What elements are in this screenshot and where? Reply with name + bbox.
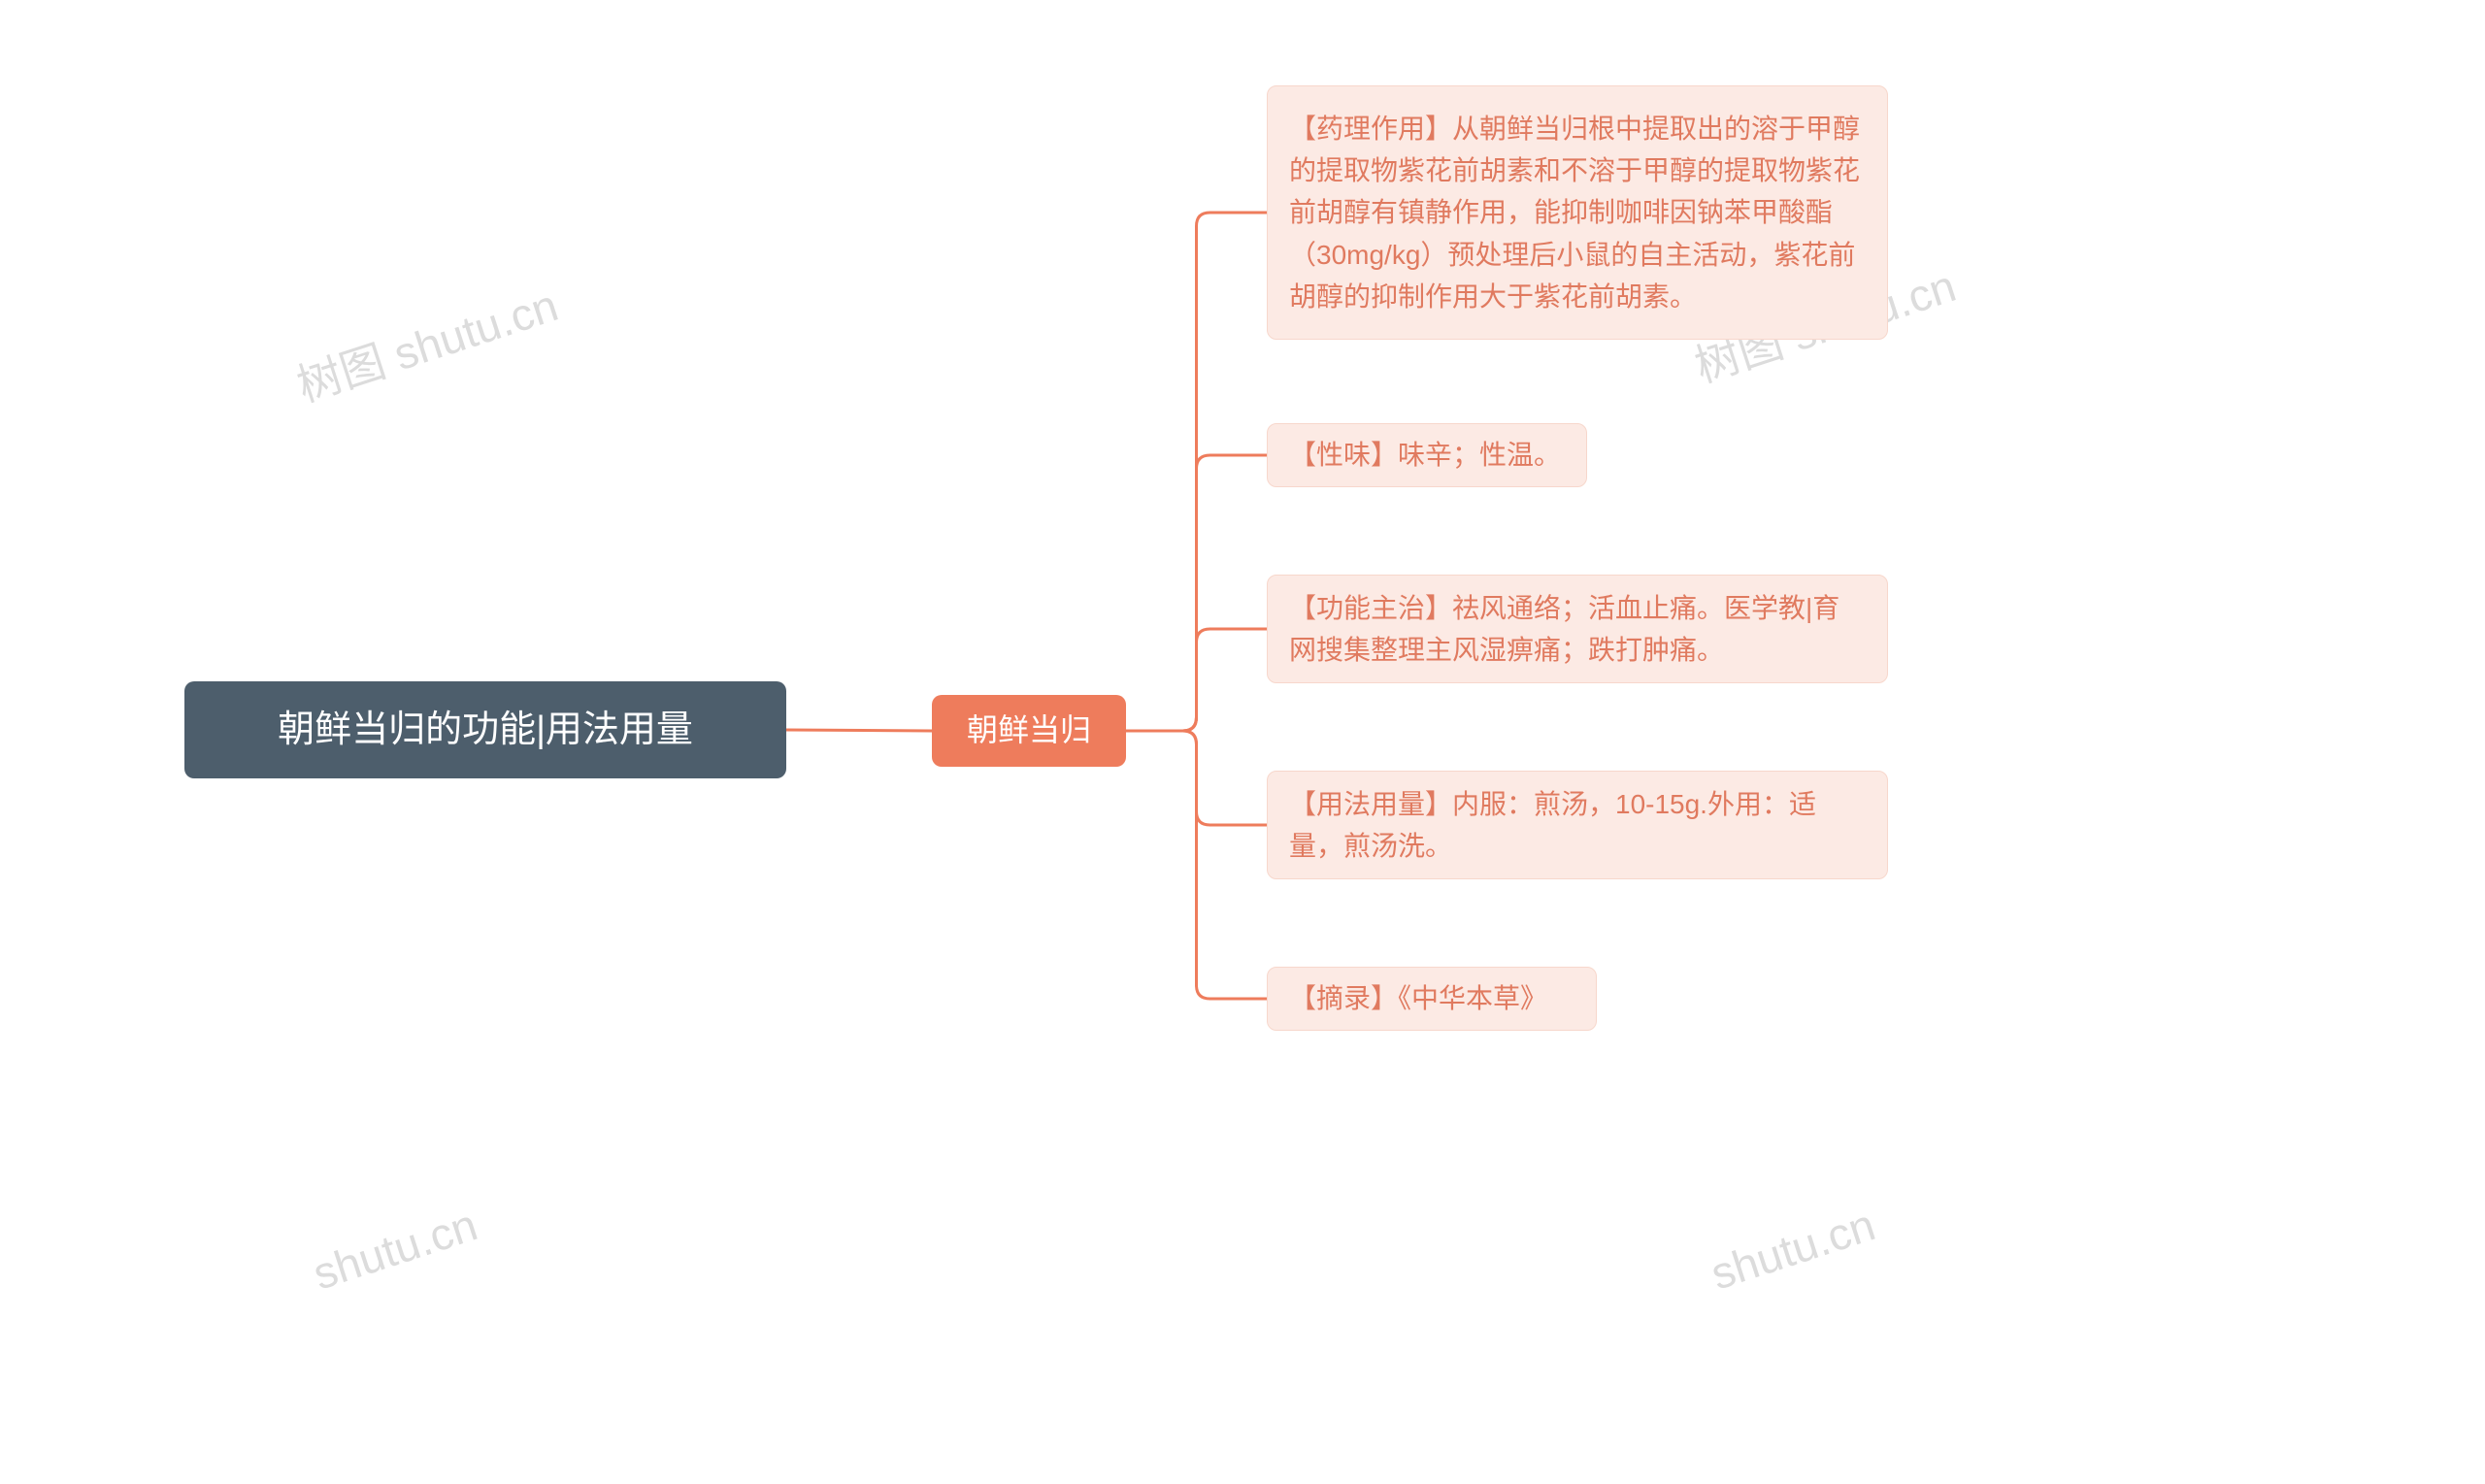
leaf-label: 【性味】味辛；性温。 (1289, 434, 1565, 476)
mid-node[interactable]: 朝鲜当归 (932, 695, 1126, 767)
root-label: 朝鲜当归的功能|用法用量 (278, 702, 693, 759)
leaf-nature[interactable]: 【性味】味辛；性温。 (1267, 423, 1587, 487)
leaf-dosage[interactable]: 【用法用量】内服：煎汤，10-15g.外用：适量，煎汤洗。 (1267, 771, 1888, 879)
leaf-source[interactable]: 【摘录】《中华本草》 (1267, 967, 1597, 1031)
watermark: shutu.cn (307, 1198, 483, 1300)
leaf-function[interactable]: 【功能主治】祛风通络；活血止痛。医学教|育网搜集整理主风湿痹痛；跌打肿痛。 (1267, 575, 1888, 683)
leaf-label: 【功能主治】祛风通络；活血止痛。医学教|育网搜集整理主风湿痹痛；跌打肿痛。 (1289, 587, 1866, 672)
watermark: 树图 shutu.cn (288, 271, 565, 415)
leaf-label: 【用法用量】内服：煎汤，10-15g.外用：适量，煎汤洗。 (1289, 783, 1866, 868)
watermark: shutu.cn (1705, 1198, 1881, 1300)
leaf-pharmacology[interactable]: 【药理作用】从朝鲜当归根中提取出的溶于甲醇的提取物紫花前胡素和不溶于甲醇的提取物… (1267, 85, 1888, 340)
leaf-label: 【摘录】《中华本草》 (1289, 977, 1574, 1019)
leaf-label: 【药理作用】从朝鲜当归根中提取出的溶于甲醇的提取物紫花前胡素和不溶于甲醇的提取物… (1289, 108, 1866, 318)
root-node[interactable]: 朝鲜当归的功能|用法用量 (184, 681, 786, 778)
mid-label: 朝鲜当归 (967, 707, 1091, 755)
